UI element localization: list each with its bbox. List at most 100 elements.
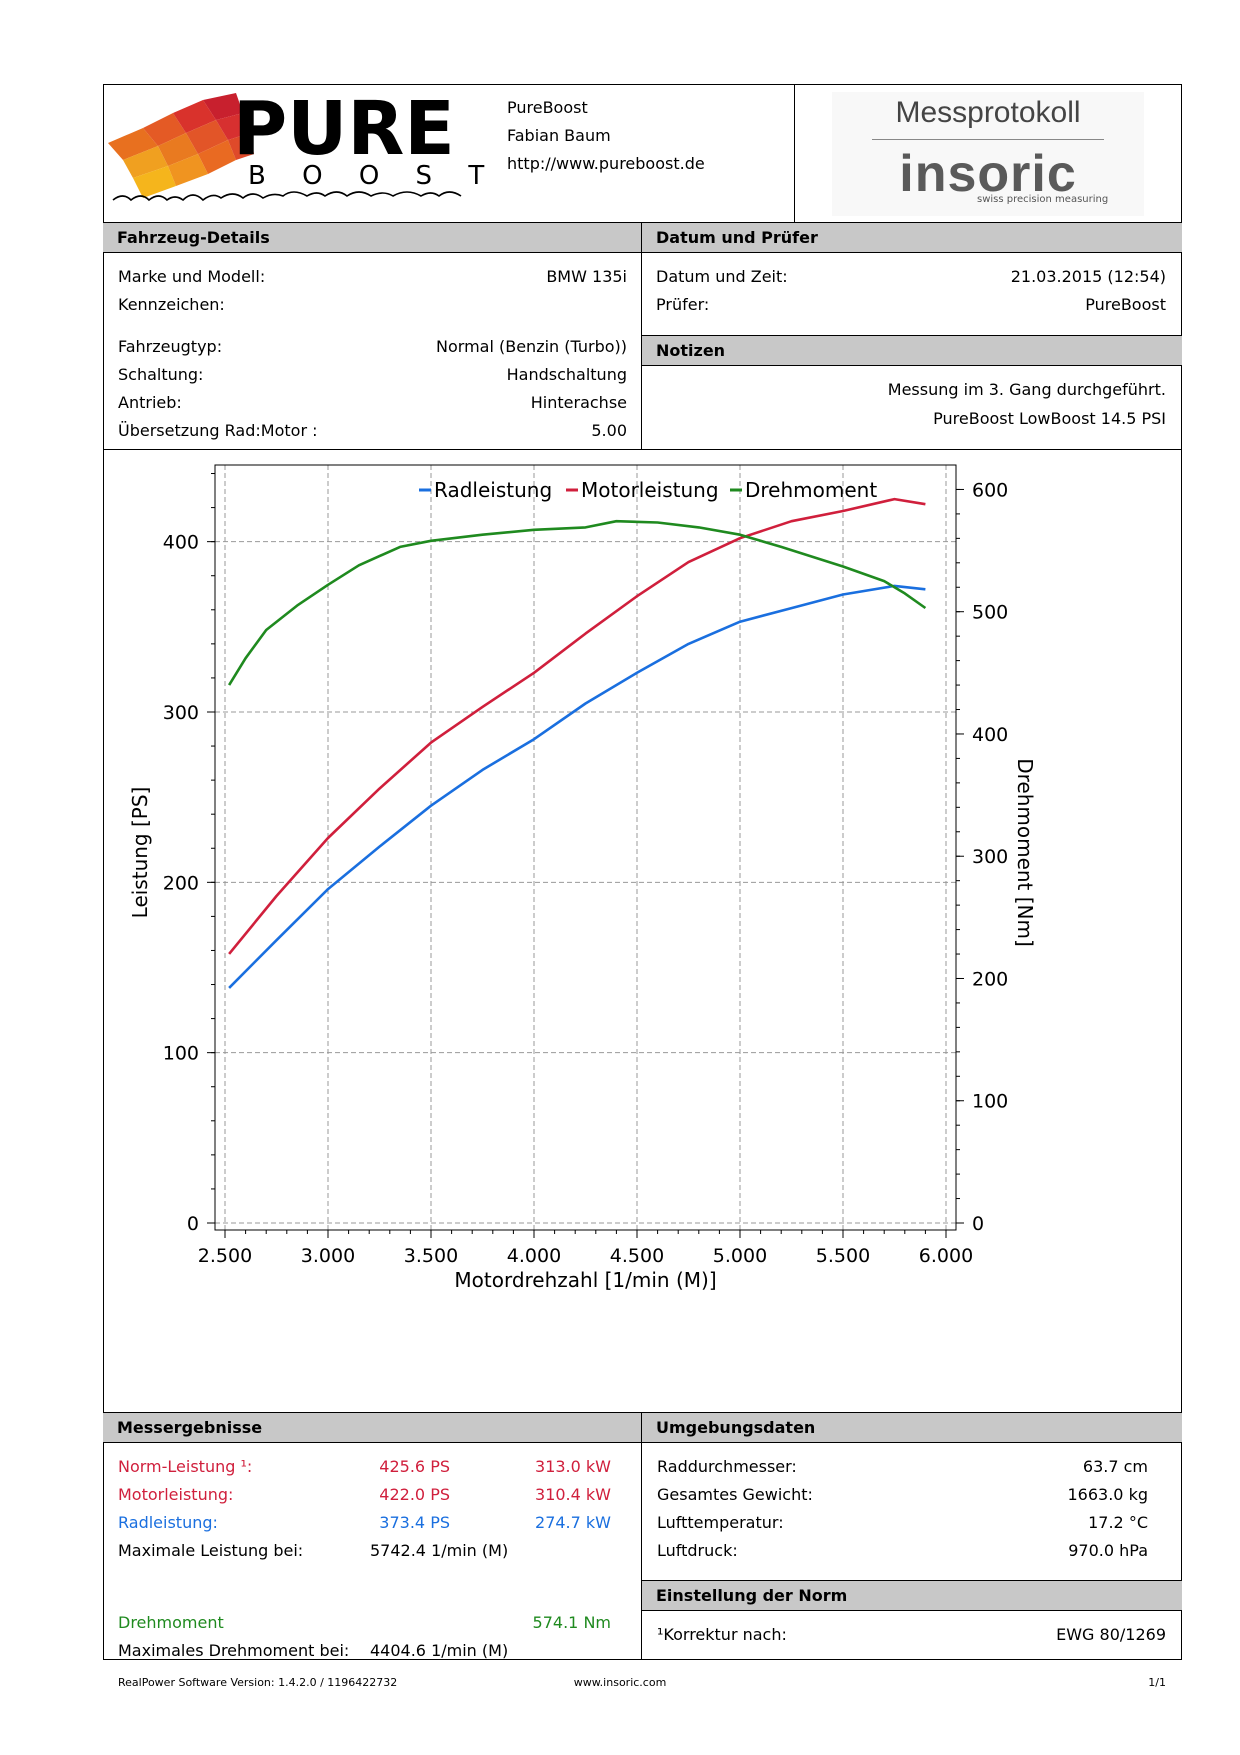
legend-label-radleistung: Radleistung: [434, 478, 552, 502]
legend-label-drehmoment: Drehmoment: [745, 478, 877, 502]
header-divider: [794, 84, 795, 222]
result-ps-norm: 425.6 PS: [379, 1457, 450, 1476]
results-divider: [641, 1412, 642, 1660]
y-tick-label: 100: [163, 1043, 199, 1065]
ambient-value-temp: 17.2 °C: [1088, 1513, 1148, 1532]
x-tick-label: 4.500: [610, 1245, 664, 1267]
series-line-radleistung: [228, 584, 926, 989]
chart-ticks: 2.500 3.000 3.500 4.000 4.500 5.000 5.500 6.000…: [163, 473, 1008, 1267]
notes-section-title: Notizen: [641, 335, 1182, 366]
y2-tick-label: 400: [972, 724, 1008, 746]
result-value-maxpower: 5742.4 1/min (M): [370, 1541, 509, 1560]
insoric-tagline: swiss precision measuring: [977, 194, 1109, 205]
chart-grid: [215, 465, 956, 1230]
y2-axis-label: Drehmoment [Nm]: [1013, 758, 1037, 947]
chart-top-rule: [103, 449, 1182, 450]
y-tick-label: 400: [163, 532, 199, 554]
x-axis-label: Motordrehzahl [1/min (M)]: [454, 1268, 716, 1292]
footer-software: RealPower Software Version: 1.4.2.0 / 11…: [118, 1676, 398, 1689]
vehicle-value-model: BMW 135i: [546, 267, 627, 286]
x-tick-label: 6.000: [919, 1245, 973, 1267]
y2-tick-label: 600: [972, 479, 1008, 501]
y2-tick-label: 100: [972, 1091, 1008, 1113]
insoric-logo-box: Messprotokoll insoric swiss precision me…: [832, 92, 1144, 216]
vehicle-label-plate: Kennzeichen:: [118, 295, 225, 314]
ambient-label-weight: Gesamtes Gewicht:: [657, 1485, 813, 1504]
dyno-chart: 2.500 3.000 3.500 4.000 4.500 5.000 5.500 6.000…: [128, 464, 1037, 1292]
vehicle-value-gearbox: Handschaltung: [506, 365, 627, 384]
ambient-label-pressure: Luftdruck:: [657, 1541, 738, 1560]
x-tick-label: 3.500: [404, 1245, 458, 1267]
result-label-maxtorque: Maximales Drehmoment bei:: [118, 1641, 350, 1660]
result-ps-wheel: 373.4 PS: [379, 1513, 450, 1532]
ambient-label-temp: Lufttemperatur:: [657, 1513, 784, 1532]
series-line-motorleistung: [228, 497, 926, 955]
y2-tick-label: 0: [972, 1213, 984, 1235]
ambient-section-title: Umgebungsdaten: [641, 1412, 1182, 1443]
footer-page: 1/1: [1148, 1676, 1166, 1689]
series-line-drehmoment: [227, 519, 927, 686]
logo-sub: B O O S T: [248, 161, 498, 191]
results-section-title: Messergebnisse: [103, 1412, 642, 1443]
y-axis-label: Leistung [PS]: [128, 787, 152, 919]
protocol-frame: [103, 84, 1182, 1660]
datum-value-tester: PureBoost: [1085, 295, 1166, 314]
company-person: Fabian Baum: [507, 126, 611, 145]
ambient-value-pressure: 970.0 hPa: [1068, 1541, 1148, 1560]
x-tick-label: 5.000: [713, 1245, 767, 1267]
chart-series: [227, 497, 927, 989]
notes-line-2: PureBoost LowBoost 14.5 PSI: [933, 409, 1166, 428]
result-kw-norm: 313.0 kW: [535, 1457, 611, 1476]
x-tick-label: 2.500: [198, 1245, 252, 1267]
vehicle-label-gearbox: Schaltung:: [118, 365, 204, 384]
result-value-maxtorque: 4404.6 1/min (M): [370, 1641, 509, 1660]
vehicle-value-type: Normal (Benzin (Turbo)): [436, 337, 627, 356]
chart-legend: Radleistung Motorleistung Drehmoment: [419, 478, 877, 502]
vehicle-section-title: Fahrzeug-Details: [103, 222, 642, 253]
datum-label-tester: Prüfer:: [656, 295, 710, 314]
result-kw-motor: 310.4 kW: [535, 1485, 611, 1504]
y-tick-label: 0: [187, 1213, 199, 1235]
ambient-value-wheel: 63.7 cm: [1082, 1457, 1148, 1476]
logo-mosaic-icon: PURE B O O S T: [108, 86, 498, 202]
datum-label-date: Datum und Zeit:: [656, 267, 788, 286]
ambient-value-weight: 1663.0 kg: [1067, 1485, 1149, 1504]
datum-section-title: Datum und Prüfer: [641, 222, 1182, 253]
insoric-logo: insoric: [899, 145, 1077, 203]
result-label-maxpower: Maximale Leistung bei:: [118, 1541, 304, 1560]
norm-value: EWG 80/1269: [1056, 1625, 1166, 1644]
vehicle-label-model: Marke und Modell:: [118, 267, 266, 286]
logo-signature-icon: [112, 191, 462, 202]
legend-label-motorleistung: Motorleistung: [581, 478, 719, 502]
result-label-wheel: Radleistung:: [118, 1513, 218, 1532]
vehicle-label-type: Fahrzeugtyp:: [118, 337, 223, 356]
y-tick-label: 200: [163, 872, 199, 894]
company-url[interactable]: http://www.pureboost.de: [507, 154, 705, 173]
datum-value-date: 21.03.2015 (12:54): [1010, 267, 1166, 286]
x-tick-label: 4.000: [507, 1245, 561, 1267]
norm-label: ¹Korrektur nach:: [657, 1625, 787, 1644]
company-info: PureBoost Fabian Baum http://www.pureboo…: [507, 94, 705, 178]
y2-tick-label: 300: [972, 846, 1008, 868]
result-label-norm: Norm-Leistung ¹:: [118, 1457, 253, 1476]
norm-section-title: Einstellung der Norm: [641, 1580, 1182, 1611]
y-tick-label: 300: [163, 702, 199, 724]
ambient-label-wheel: Raddurchmesser:: [657, 1457, 797, 1476]
title-rule: [872, 139, 1104, 140]
footer-website[interactable]: www.insoric.com: [573, 1676, 667, 1689]
notes-line-1: Messung im 3. Gang durchgeführt.: [887, 380, 1166, 399]
result-ps-motor: 422.0 PS: [379, 1485, 450, 1504]
vehicle-label-ratio: Übersetzung Rad:Motor :: [118, 421, 318, 440]
result-value-torque: 574.1 Nm: [532, 1613, 611, 1632]
protocol-title: Messprotokoll: [895, 96, 1081, 129]
pureboost-logo: PURE B O O S T: [108, 86, 498, 218]
result-label-motor: Motorleistung:: [118, 1485, 234, 1504]
y2-tick-label: 500: [972, 602, 1008, 624]
plot-frame: [214, 464, 957, 1231]
logo-word: PURE: [233, 88, 455, 172]
company-name: PureBoost: [507, 98, 588, 117]
x-tick-label: 3.000: [301, 1245, 355, 1267]
vehicle-value-drive: Hinterachse: [530, 393, 627, 412]
vehicle-value-ratio: 5.00: [591, 421, 627, 440]
y2-tick-label: 200: [972, 968, 1008, 990]
